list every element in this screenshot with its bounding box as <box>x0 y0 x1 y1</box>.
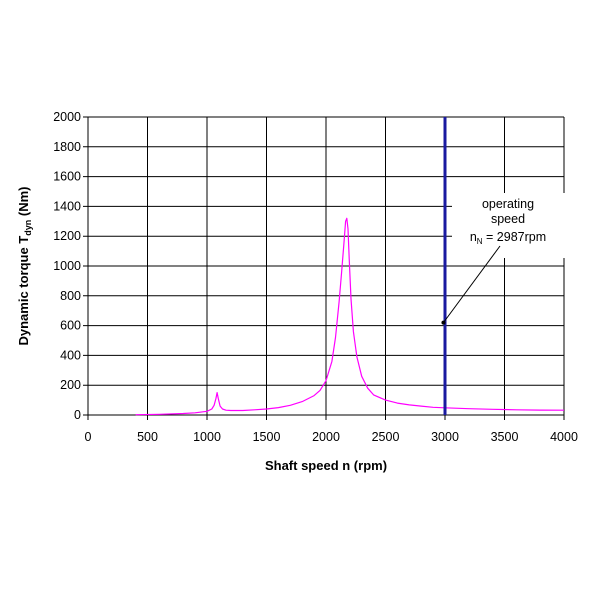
annotation-point-marker <box>441 320 446 325</box>
annotation-leader-line <box>443 245 501 323</box>
x-tick-labels: 0 500 1000 1500 2000 2500 3000 3500 4000 <box>85 430 578 444</box>
annotation-n-value: = 2987rpm <box>483 230 547 244</box>
annotation-box <box>452 193 566 258</box>
annotation-operating-speed-value: nN = 2987rpm <box>470 230 546 246</box>
x-tick-label: 2500 <box>372 430 400 444</box>
annotation-n-symbol: n <box>470 230 477 244</box>
y-tick-label: 1000 <box>53 259 81 273</box>
y-tick-labels: 0 200 400 600 800 1000 1200 1400 1600 1800 2000 <box>53 110 81 422</box>
x-tick-label: 500 <box>137 430 158 444</box>
y-tick-label: 600 <box>60 319 81 333</box>
y-axis-title: Dynamic torque Tdyn (Nm) <box>16 186 33 345</box>
y-tick-label: 2000 <box>53 110 81 124</box>
x-tick-label: 1000 <box>193 430 221 444</box>
series-layer <box>135 117 565 416</box>
y-tick-label: 1800 <box>53 140 81 154</box>
y-tick-label: 400 <box>60 348 81 362</box>
x-tick-label: 2000 <box>312 430 340 444</box>
torque-series-line <box>135 217 565 416</box>
y-tick-label: 1400 <box>53 199 81 213</box>
grid <box>83 116 565 420</box>
x-axis-title: Shaft speed n (rpm) <box>265 458 387 473</box>
x-tick-label: 0 <box>85 430 92 444</box>
x-tick-label: 3000 <box>431 430 459 444</box>
annotation-n-subscript: N <box>477 237 483 246</box>
x-tick-label: 1500 <box>253 430 281 444</box>
y-axis-title-unit: (Nm) <box>16 186 31 219</box>
annotation-text-line: operating <box>482 197 534 211</box>
y-tick-label: 1200 <box>53 229 81 243</box>
y-axis-title-sub: dyn <box>23 220 33 236</box>
y-tick-label: 800 <box>60 289 81 303</box>
annotation-text-line: speed <box>491 212 525 226</box>
y-tick-label: 0 <box>74 408 81 422</box>
x-tick-label: 3500 <box>491 430 519 444</box>
y-axis-title-main: Dynamic torque T <box>16 236 31 346</box>
y-tick-label: 200 <box>60 378 81 392</box>
x-tick-label: 4000 <box>550 430 578 444</box>
y-tick-label: 1600 <box>53 170 81 184</box>
